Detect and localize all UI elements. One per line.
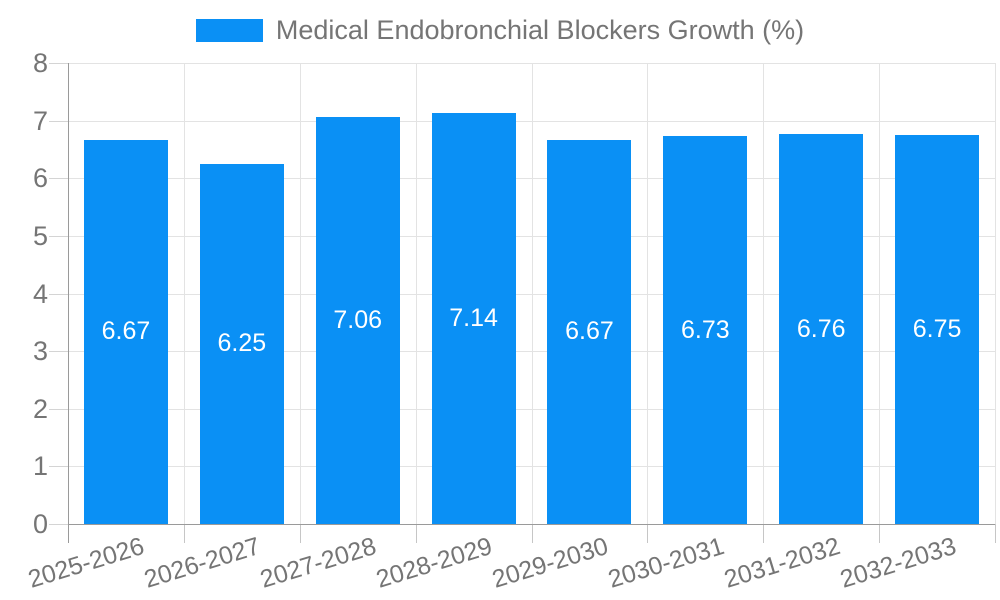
y-axis-label: 1: [32, 451, 48, 482]
legend[interactable]: Medical Endobronchial Blockers Growth (%…: [0, 12, 1000, 48]
bar[interactable]: 6.75: [895, 135, 980, 524]
y-axis-label: 7: [32, 105, 48, 136]
bar-value-label: 6.75: [912, 315, 962, 344]
x-tick-mark: [531, 524, 533, 543]
y-axis-label: 6: [32, 163, 48, 194]
bar[interactable]: 6.73: [663, 136, 748, 524]
x-tick-mark: [763, 524, 765, 543]
legend-swatch-icon: [195, 18, 263, 42]
y-tick-mark: [49, 63, 68, 64]
bar-value-label: 6.67: [565, 317, 614, 346]
x-axis-label: 2031-2032: [720, 532, 844, 594]
x-axis-label: 2028-2029: [372, 532, 496, 594]
y-tick-mark: [49, 524, 68, 525]
legend-label: Medical Endobronchial Blockers Growth (%…: [275, 14, 805, 45]
gridline-vertical: [995, 63, 996, 524]
bar[interactable]: 7.14: [431, 112, 516, 524]
x-tick-mark: [183, 524, 185, 543]
y-tick-mark: [49, 408, 68, 410]
gridline-vertical: [879, 63, 881, 524]
y-axis-label: 8: [32, 48, 48, 78]
y-tick-mark: [49, 178, 68, 180]
y-tick-mark: [49, 235, 68, 237]
y-tick-mark: [49, 466, 68, 468]
bar[interactable]: 6.76: [779, 134, 864, 524]
bar-value-label: 7.06: [333, 306, 383, 335]
y-axis-label: 5: [32, 220, 48, 251]
y-axis-line: [68, 63, 69, 543]
bar-value-label: 6.25: [217, 329, 267, 358]
y-axis-label: 0: [32, 509, 48, 539]
x-tick-mark: [415, 524, 417, 543]
gridline-vertical: [415, 63, 417, 524]
x-axis-label: 2029-2030: [488, 532, 612, 594]
bar[interactable]: 6.67: [547, 139, 632, 524]
bar-value-label: 6.73: [680, 315, 730, 344]
x-axis-label: 2032-2033: [836, 532, 959, 594]
gridline-vertical: [647, 63, 649, 524]
x-axis-line: [68, 524, 995, 525]
bar[interactable]: 6.25: [199, 163, 284, 524]
y-tick-mark: [49, 120, 68, 122]
y-axis-label: 2: [32, 393, 48, 424]
y-tick-mark: [49, 293, 68, 295]
gridline-vertical: [183, 63, 185, 524]
y-tick-mark: [49, 351, 68, 353]
x-tick-mark: [647, 524, 649, 543]
x-axis-label: 2026-2027: [141, 532, 264, 594]
x-tick-mark: [879, 524, 881, 543]
gridline-vertical: [531, 63, 533, 524]
bar-value-label: 6.76: [796, 314, 846, 343]
bar-value-label: 7.14: [449, 303, 498, 332]
bar[interactable]: 6.67: [83, 139, 168, 524]
x-axis-label: 2030-2031: [604, 532, 728, 594]
bar[interactable]: 7.06: [315, 117, 400, 524]
gridline-vertical: [299, 63, 301, 524]
x-axis-label: 2025-2026: [25, 532, 148, 594]
x-tick-mark: [299, 524, 301, 543]
x-tick-mark: [995, 524, 996, 543]
y-axis-label: 3: [32, 336, 48, 367]
bar-value-label: 6.67: [101, 317, 151, 346]
gridline-vertical: [763, 63, 765, 524]
y-axis-label: 4: [32, 278, 48, 309]
x-axis-label: 2027-2028: [257, 532, 380, 594]
